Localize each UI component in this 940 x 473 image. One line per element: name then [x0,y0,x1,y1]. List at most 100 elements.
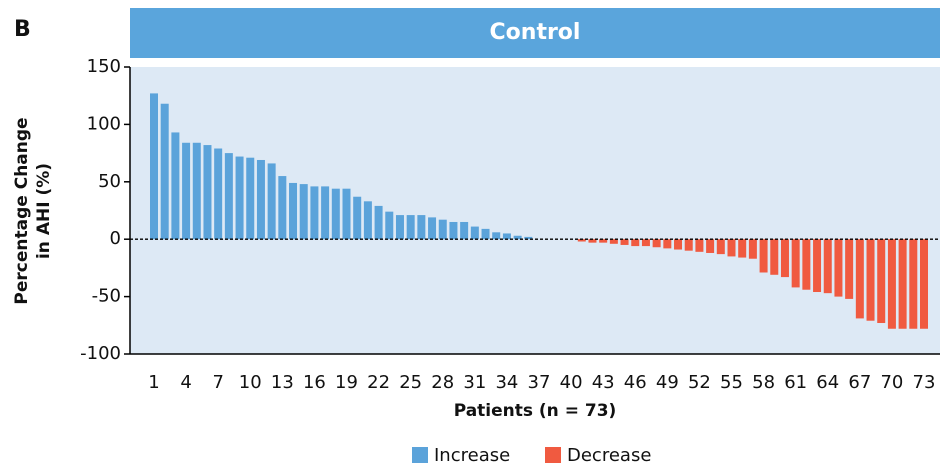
bar [182,142,191,240]
x-tick-label: 49 [656,372,679,393]
legend-label: Increase [434,445,510,466]
bar [192,142,201,240]
bar [267,163,276,240]
x-tick-label: 67 [848,372,871,393]
bar [256,159,265,240]
x-tick-label: 13 [271,372,294,393]
bar [620,239,629,245]
x-tick-label: 34 [495,372,518,393]
x-tick-label: 70 [880,372,903,393]
bar [235,156,244,240]
bar [652,239,661,248]
bar [577,239,586,242]
bar [331,188,340,240]
bar [481,228,490,240]
bar [278,176,287,240]
bar [834,239,843,297]
bar [898,239,907,329]
bar [363,201,372,240]
bar [342,188,351,240]
bar [823,239,832,294]
bar [695,239,704,252]
bar [813,239,822,293]
bar [289,182,298,240]
bar [406,215,415,240]
bar [716,239,725,255]
bar [353,196,362,240]
x-tick-label: 19 [335,372,358,393]
bar [802,239,811,290]
bar [609,239,618,244]
bar [310,186,319,240]
bar [321,186,330,240]
bar [684,239,693,251]
bar [214,148,223,240]
bar [920,239,928,329]
x-tick-label: 10 [239,372,262,393]
x-tick-label: 7 [212,372,223,393]
bar [641,239,650,247]
bar [887,239,896,329]
x-tick-label: 46 [624,372,647,393]
x-tick-label: 16 [303,372,326,393]
bar [385,211,394,240]
bar [631,239,640,247]
x-tick-label: 28 [431,372,454,393]
x-tick-label: 61 [784,372,807,393]
x-axis-label: Patients (n = 73) [454,401,617,421]
bar [706,239,715,253]
x-tick-label: 1 [148,372,159,393]
panel-label: B [14,17,31,42]
x-tick-label: 52 [688,372,711,393]
bar [588,239,597,243]
bar [877,239,886,324]
bar [438,219,447,240]
bar [395,215,404,240]
chart-title: Control [490,20,581,45]
bar [674,239,683,250]
bar [748,239,757,259]
x-tick-label: 40 [560,372,583,393]
x-tick-label: 4 [180,372,191,393]
bar [727,239,736,257]
bar [770,239,779,275]
bar [374,205,383,240]
x-tick-label: 37 [528,372,551,393]
legend-swatch [545,447,561,463]
bar [470,226,479,240]
legend-swatch [412,447,428,463]
y-axis-label: in AHI (%) [34,163,54,259]
bar [759,239,768,273]
x-tick-label: 55 [720,372,743,393]
y-tick-label: 100 [87,113,121,134]
legend-label: Decrease [567,445,651,466]
bar [492,232,501,240]
bar [524,236,533,240]
y-tick-label: 0 [110,228,121,249]
bar [224,153,233,240]
bar [150,93,158,240]
bar [171,132,180,240]
bar [417,215,426,240]
y-axis-label: Percentage Change [12,117,32,304]
bar [791,239,800,288]
y-tick-label: 150 [87,56,121,77]
bar [160,103,169,240]
bar [299,184,308,240]
title-banner [130,8,940,58]
x-tick-label: 58 [752,372,775,393]
bar [738,239,747,258]
y-tick-label: 50 [98,171,121,192]
bar [203,145,212,240]
bar [513,235,522,240]
bar [599,239,608,243]
bar [663,239,672,249]
bar [780,239,789,278]
x-tick-label: 64 [816,372,839,393]
x-tick-label: 31 [463,372,486,393]
x-tick-label: 22 [367,372,390,393]
bar [449,221,458,240]
bar [845,239,854,299]
bar [502,233,511,240]
